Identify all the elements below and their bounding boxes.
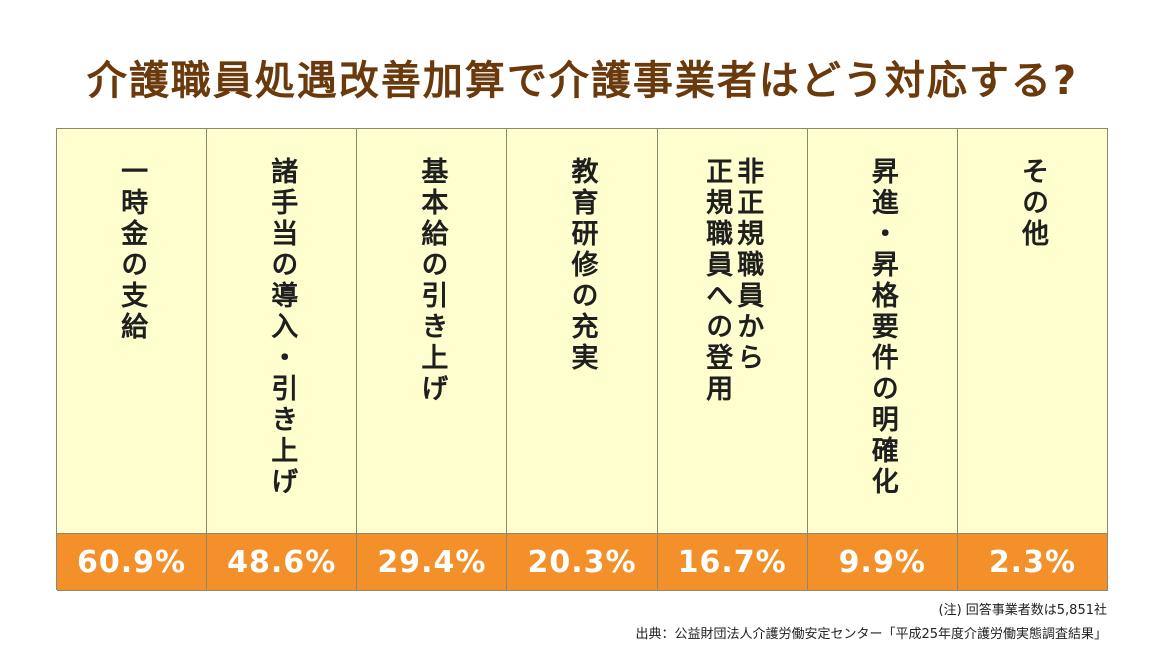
results-table: 一時金の支給 諸手当の導入・引き上げ 基本給の引き上げ 教育研修の充実 非正規職員から … [56, 128, 1108, 591]
value-label: 29.4% [357, 534, 508, 591]
value-label: 60.9% [57, 534, 208, 591]
value-label: 48.6% [207, 534, 358, 591]
category-label: その他 [1016, 157, 1048, 250]
category-label: 教育研修の充実 [566, 157, 598, 374]
category-label: 非正規職員から 正規職員への登用 [701, 157, 764, 405]
chart-title: 介護職員処遇改善加算で介護事業者はどう対応する? [86, 58, 1079, 104]
category-cell: 一時金の支給 [57, 129, 208, 534]
category-label: 一時金の支給 [116, 157, 148, 343]
category-cell: 昇進・昇格要件の明確化 [807, 129, 958, 534]
category-cell: 基本給の引き上げ [357, 129, 508, 534]
category-cell: 諸手当の導入・引き上げ [207, 129, 358, 534]
respondents-note: (注) 回答事業者数は5,851社 [938, 603, 1108, 618]
value-label: 2.3% [957, 534, 1108, 591]
category-label: 諸手当の導入・引き上げ [266, 157, 298, 498]
category-label: 昇進・昇格要件の明確化 [866, 157, 898, 498]
category-cell: その他 [957, 129, 1108, 534]
category-cell: 教育研修の充実 [507, 129, 658, 534]
value-label: 9.9% [807, 534, 958, 591]
value-label: 20.3% [507, 534, 658, 591]
category-label: 基本給の引き上げ [416, 157, 448, 405]
category-cell: 非正規職員から 正規職員への登用 [657, 129, 808, 534]
source-note: 出典：公益財団法人介護労働安定センター「平成25年度介護労働実態調査結果」 [635, 627, 1107, 642]
value-label: 16.7% [657, 534, 808, 591]
